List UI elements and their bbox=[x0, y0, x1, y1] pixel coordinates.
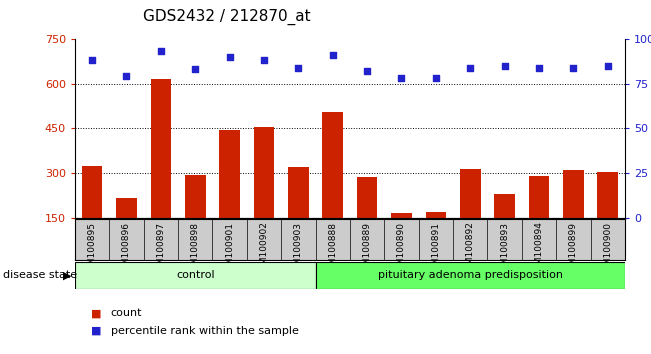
Bar bbox=[82, 166, 102, 262]
Point bbox=[293, 65, 303, 70]
Bar bbox=[150, 79, 171, 262]
Point bbox=[396, 75, 407, 81]
Text: percentile rank within the sample: percentile rank within the sample bbox=[111, 326, 299, 336]
Point bbox=[327, 52, 338, 58]
Bar bbox=[185, 175, 206, 262]
Text: ■: ■ bbox=[91, 326, 102, 336]
Bar bbox=[75, 262, 316, 289]
Text: GSM100903: GSM100903 bbox=[294, 222, 303, 276]
Point bbox=[258, 58, 269, 63]
Text: GSM100898: GSM100898 bbox=[191, 222, 200, 276]
Bar bbox=[316, 262, 625, 289]
Text: GSM100894: GSM100894 bbox=[534, 222, 544, 276]
Text: count: count bbox=[111, 308, 142, 318]
Text: GSM100892: GSM100892 bbox=[465, 222, 475, 276]
Bar bbox=[322, 112, 343, 262]
Point bbox=[431, 75, 441, 81]
Text: GSM100891: GSM100891 bbox=[432, 222, 440, 276]
Text: GSM100899: GSM100899 bbox=[569, 222, 578, 276]
Point bbox=[121, 74, 132, 79]
Bar bbox=[116, 198, 137, 262]
Point bbox=[499, 63, 510, 69]
Text: GSM100889: GSM100889 bbox=[363, 222, 372, 276]
Bar bbox=[598, 172, 618, 262]
Text: GSM100896: GSM100896 bbox=[122, 222, 131, 276]
Point bbox=[190, 67, 201, 72]
Bar bbox=[426, 212, 446, 262]
Bar bbox=[460, 169, 480, 262]
Point bbox=[225, 54, 235, 59]
Text: GSM100893: GSM100893 bbox=[500, 222, 509, 276]
Text: GSM100890: GSM100890 bbox=[397, 222, 406, 276]
Bar bbox=[254, 127, 274, 262]
Bar bbox=[391, 213, 412, 262]
Bar bbox=[563, 170, 584, 262]
Text: GSM100901: GSM100901 bbox=[225, 222, 234, 276]
Point bbox=[534, 65, 544, 70]
Text: GSM100895: GSM100895 bbox=[87, 222, 96, 276]
Point bbox=[362, 68, 372, 74]
Bar bbox=[219, 130, 240, 262]
Bar bbox=[288, 167, 309, 262]
Text: GSM100900: GSM100900 bbox=[603, 222, 613, 276]
Point bbox=[156, 48, 166, 54]
Bar bbox=[529, 176, 549, 262]
Text: GSM100888: GSM100888 bbox=[328, 222, 337, 276]
Text: pituitary adenoma predisposition: pituitary adenoma predisposition bbox=[378, 270, 562, 280]
Text: ▶: ▶ bbox=[62, 270, 71, 280]
Point bbox=[465, 65, 475, 70]
Point bbox=[603, 63, 613, 69]
Point bbox=[568, 65, 579, 70]
Bar bbox=[357, 177, 378, 262]
Bar bbox=[494, 194, 515, 262]
Text: GDS2432 / 212870_at: GDS2432 / 212870_at bbox=[143, 9, 311, 25]
Text: control: control bbox=[176, 270, 215, 280]
Text: GSM100902: GSM100902 bbox=[260, 222, 268, 276]
Text: disease state: disease state bbox=[3, 270, 77, 280]
Point bbox=[87, 58, 97, 63]
Text: GSM100897: GSM100897 bbox=[156, 222, 165, 276]
Text: ■: ■ bbox=[91, 308, 102, 318]
